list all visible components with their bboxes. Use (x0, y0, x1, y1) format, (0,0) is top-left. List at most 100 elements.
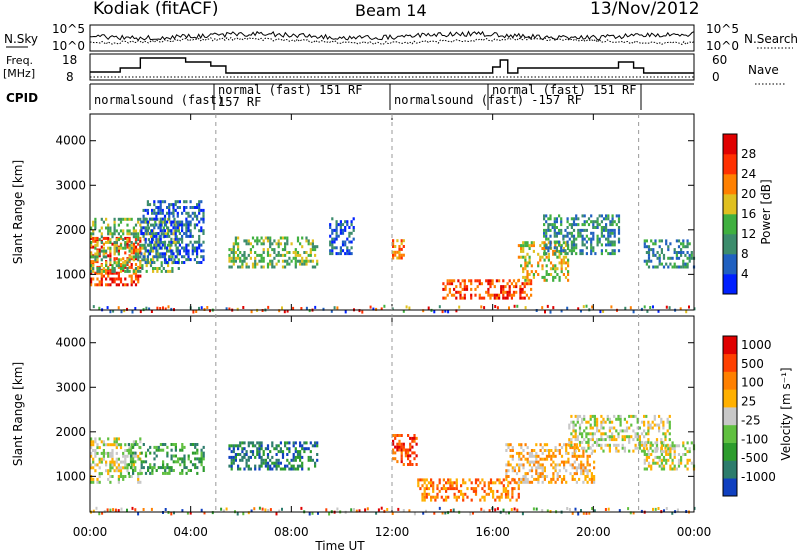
scatter-cell (119, 258, 123, 262)
scatter-cell (571, 511, 574, 515)
scatter-cell (148, 203, 152, 207)
scatter-cell (299, 441, 302, 445)
scatter-cell (587, 432, 590, 436)
scatter-cell (583, 446, 586, 450)
scatter-cell (460, 489, 463, 493)
scatter-cell (307, 467, 310, 471)
scatter-cell (617, 217, 621, 221)
scatter-cell (487, 290, 490, 294)
scatter-cell (537, 463, 540, 467)
scatter-cell (582, 463, 585, 467)
scatter-cell (515, 463, 519, 467)
scatter-cell (352, 237, 355, 241)
scatter-cell (134, 255, 138, 259)
scatter-cell (249, 467, 252, 471)
scatter-cell (668, 306, 671, 310)
scatter-cell (511, 466, 514, 470)
scatter-cell (169, 243, 172, 247)
scatter-cell (575, 237, 578, 241)
scatter-cell (577, 223, 580, 227)
scatter-cell (580, 509, 582, 512)
scatter-cell (549, 234, 552, 238)
scatter-cell (563, 466, 566, 470)
scatter-cell (176, 252, 179, 256)
scatter-cell (202, 217, 205, 221)
scatter-cell (168, 206, 171, 209)
scatter-cell (163, 200, 167, 204)
scatter-cell (522, 249, 525, 253)
scatter-cell (288, 450, 291, 454)
scatter-cell (132, 226, 135, 230)
scatter-cell (191, 252, 194, 256)
scatter-cell (552, 451, 555, 455)
scatter-cell (575, 214, 578, 218)
scatter-cell (341, 231, 345, 235)
scatter-cell (570, 243, 573, 247)
scatter-cell (232, 455, 235, 459)
scatter-cell (137, 475, 140, 478)
scatter-cell (239, 467, 242, 471)
scatter-cell (545, 214, 548, 218)
scatter-cell (155, 211, 158, 215)
scatter-cell (145, 306, 148, 310)
scatter-cell (645, 443, 648, 447)
scatter-cell (606, 414, 609, 418)
scatter-cell (554, 264, 557, 268)
scatter-cell (162, 267, 165, 270)
scatter-cell (202, 451, 205, 455)
scatter-cell (154, 232, 157, 236)
scatter-cell (196, 261, 199, 264)
scatter-cell (196, 443, 199, 446)
scatter-cell (177, 229, 180, 233)
scatter-cell (273, 265, 276, 269)
scatter-cell (643, 453, 646, 456)
scatter-cell (652, 253, 655, 257)
scatter-cell (90, 440, 93, 444)
scatter-cell (94, 437, 97, 441)
scatter-cell (198, 229, 201, 233)
scatter-cell (344, 220, 347, 224)
scatter-cell (200, 508, 203, 512)
scatter-cell (593, 423, 596, 427)
colorbar-swatch (723, 194, 737, 215)
scatter-cell (237, 467, 240, 471)
scatter-cell (569, 472, 572, 476)
scatter-cell (352, 226, 355, 229)
scatter-cell (472, 511, 474, 515)
scatter-cell (159, 234, 162, 238)
scatter-cell (613, 443, 616, 447)
scatter-cell (518, 454, 521, 458)
scatter-cell (117, 306, 120, 310)
scatter-cell (305, 441, 308, 445)
scatter-cell (185, 252, 188, 256)
scatter-cell (541, 241, 544, 245)
scatter-cell (669, 455, 672, 459)
scatter-cell (526, 273, 529, 276)
scatter-cell (286, 242, 289, 246)
scatter-cell (449, 487, 452, 491)
scatter-cell (593, 417, 596, 421)
scatter-cell (109, 451, 112, 455)
scatter-cell (436, 492, 439, 496)
scatter-cell (346, 220, 349, 224)
scatter-cell (534, 270, 538, 274)
scatter-cell (666, 429, 669, 433)
scatter-cell (94, 258, 97, 262)
scatter-cell (115, 460, 118, 464)
scatter-cell (457, 290, 460, 294)
scatter-cell (530, 460, 534, 464)
scatter-cell (607, 237, 610, 241)
scatter-cell (170, 243, 173, 247)
scatter-cell (665, 305, 668, 309)
scatter-cell (530, 270, 533, 274)
scatter-cell (507, 446, 510, 450)
scatter-cell (152, 258, 155, 262)
scatter-cell (686, 242, 689, 246)
scatter-cell (119, 460, 123, 464)
scatter-cell (582, 305, 585, 309)
scatter-cell (665, 239, 668, 243)
scatter-cell (660, 239, 663, 243)
scatter-cell (178, 223, 181, 227)
scatter-cell (117, 232, 120, 236)
scatter-cell (96, 443, 99, 447)
